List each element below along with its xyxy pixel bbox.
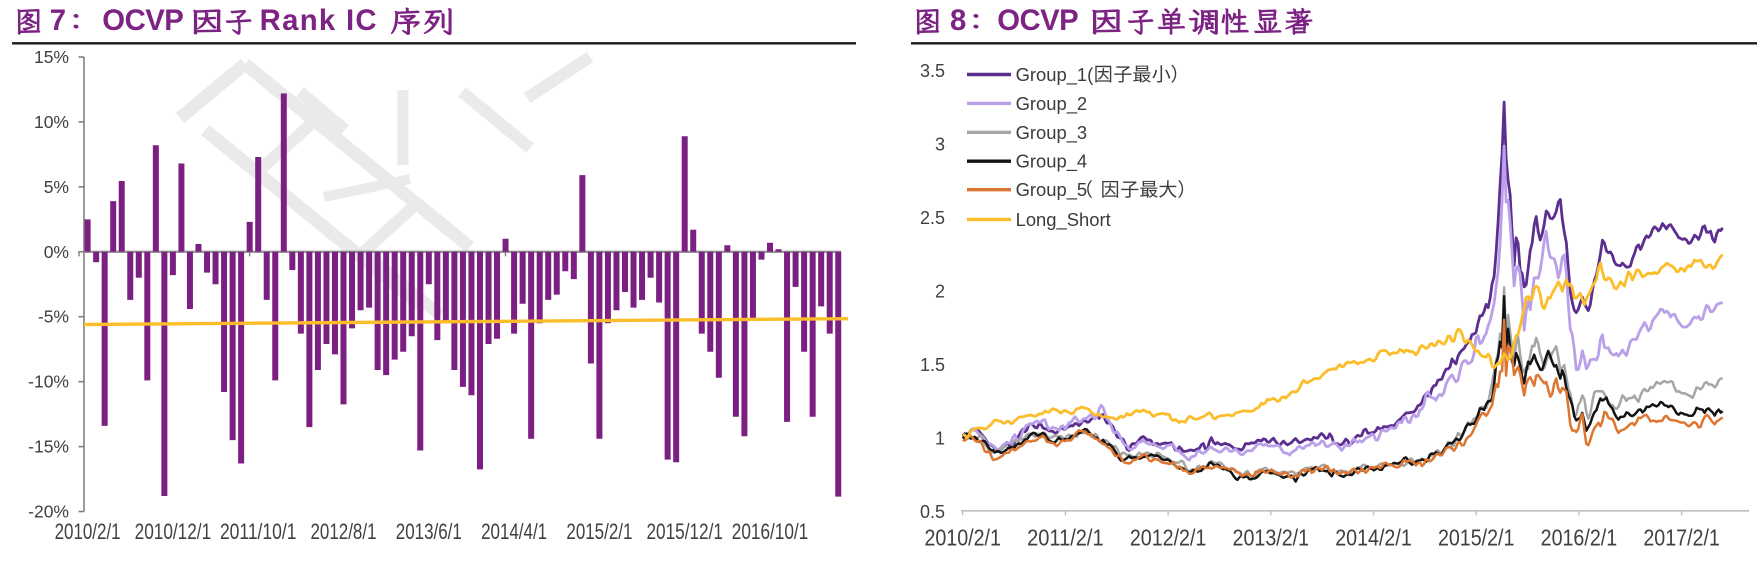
svg-text:2010/2/1: 2010/2/1 bbox=[55, 519, 121, 544]
svg-text:3: 3 bbox=[935, 134, 945, 154]
svg-text:2014/4/1: 2014/4/1 bbox=[481, 519, 547, 544]
svg-text:2015/2/1: 2015/2/1 bbox=[1438, 524, 1515, 550]
svg-text:-20%: -20% bbox=[28, 502, 69, 522]
svg-text:0.5: 0.5 bbox=[920, 502, 945, 522]
svg-text:Group_3: Group_3 bbox=[1016, 122, 1088, 144]
svg-text:Group_2: Group_2 bbox=[1016, 93, 1088, 115]
svg-text:2010/12/1: 2010/12/1 bbox=[135, 519, 212, 544]
svg-text:-10%: -10% bbox=[28, 372, 69, 392]
svg-text:5%: 5% bbox=[44, 177, 69, 197]
svg-text:10%: 10% bbox=[34, 112, 69, 132]
svg-text:2017/2/1: 2017/2/1 bbox=[1643, 524, 1720, 550]
svg-text:2011/10/1: 2011/10/1 bbox=[220, 519, 297, 544]
svg-text:2010/2/1: 2010/2/1 bbox=[924, 524, 1001, 550]
svg-text:8: 8 bbox=[950, 4, 966, 37]
svg-text:2: 2 bbox=[935, 281, 945, 301]
svg-text:OCVP: OCVP bbox=[102, 4, 184, 37]
svg-text:1.5: 1.5 bbox=[920, 355, 945, 375]
svg-text:3.5: 3.5 bbox=[920, 61, 945, 81]
svg-text:-5%: -5% bbox=[38, 307, 69, 327]
svg-text:2015/2/1: 2015/2/1 bbox=[566, 519, 632, 544]
svg-text:2012/2/1: 2012/2/1 bbox=[1130, 524, 1207, 550]
svg-text:2011/2/1: 2011/2/1 bbox=[1027, 524, 1104, 550]
svg-text:2016/2/1: 2016/2/1 bbox=[1541, 524, 1618, 550]
svg-text:15%: 15% bbox=[34, 47, 69, 67]
svg-text:7: 7 bbox=[50, 4, 66, 37]
svg-text:2012/8/1: 2012/8/1 bbox=[311, 519, 377, 544]
svg-text:2013/2/1: 2013/2/1 bbox=[1233, 524, 1310, 550]
svg-text:1: 1 bbox=[935, 428, 945, 448]
svg-text:Group_1(: Group_1( bbox=[1016, 64, 1095, 86]
svg-text:-15%: -15% bbox=[28, 437, 69, 457]
svg-text:Rank IC: Rank IC bbox=[260, 4, 377, 37]
svg-text:2015/12/1: 2015/12/1 bbox=[646, 519, 723, 544]
svg-text:OCVP: OCVP bbox=[997, 4, 1078, 37]
svg-text:2016/10/1: 2016/10/1 bbox=[732, 519, 809, 544]
svg-text:Long_Short: Long_Short bbox=[1016, 209, 1111, 231]
svg-text:Group_5: Group_5 bbox=[1016, 179, 1088, 201]
svg-text:0%: 0% bbox=[44, 242, 69, 262]
svg-text:2013/6/1: 2013/6/1 bbox=[396, 519, 462, 544]
svg-text:Group_4: Group_4 bbox=[1016, 151, 1088, 173]
svg-text:2014/2/1: 2014/2/1 bbox=[1335, 524, 1412, 550]
svg-text:2.5: 2.5 bbox=[920, 208, 945, 228]
